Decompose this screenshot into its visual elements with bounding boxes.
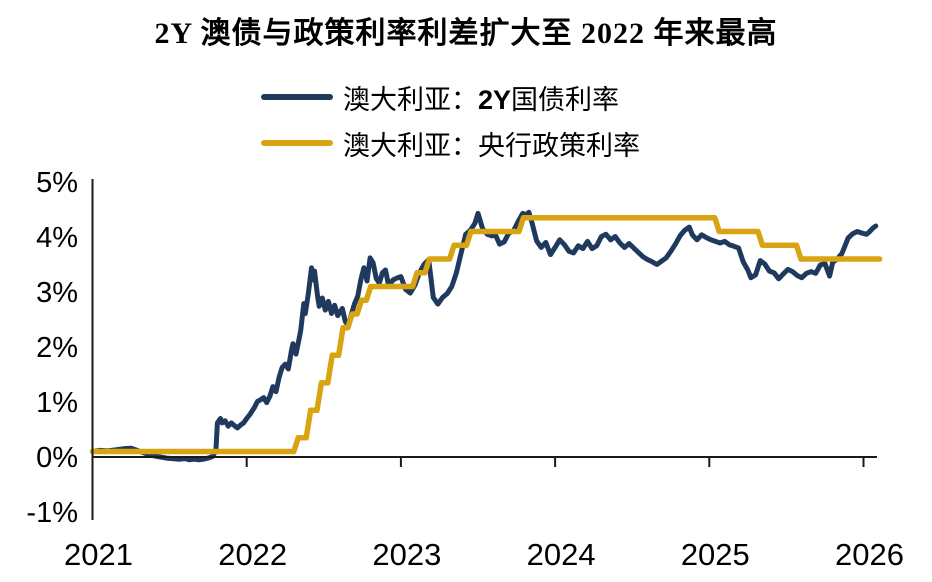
rba-policy-rate-line <box>89 215 883 455</box>
y-tick-label: 0% <box>36 442 78 474</box>
legend-item-policy-rate: 澳大利亚：央行政策利率 <box>261 120 640 166</box>
x-tick-label: 2023 <box>372 537 441 572</box>
chart-title: 2Y 澳债与政策利率利差扩大至 2022 年来最高 <box>154 17 778 50</box>
policy-rate-line-swatch <box>261 140 333 146</box>
x-tick-label: 2021 <box>64 537 133 572</box>
x-tick-label: 2025 <box>681 537 750 572</box>
x-tick-label: 2026 <box>835 537 904 572</box>
au-2y-bond-yield-line <box>90 209 879 463</box>
legend-label-policy-rate: 澳大利亚：央行政策利率 <box>343 130 640 161</box>
y-tick-label: 5% <box>36 167 78 199</box>
legend: 澳大利亚：2Y国债利率 澳大利亚：央行政策利率 <box>261 74 640 166</box>
y-tick-label: 1% <box>36 387 78 419</box>
y-tick-label: -1% <box>26 497 78 529</box>
x-tick-label: 2024 <box>527 537 596 572</box>
legend-label-bond-yield: 澳大利亚：2Y国债利率 <box>343 84 620 115</box>
y-tick-label: 4% <box>36 222 78 254</box>
y-tick-label: 3% <box>36 277 78 309</box>
y-tick-label: 2% <box>36 332 78 364</box>
bond-yield-line-swatch <box>261 94 333 100</box>
x-tick-label: 2022 <box>218 537 287 572</box>
legend-item-bond-yield: 澳大利亚：2Y国债利率 <box>261 74 640 120</box>
